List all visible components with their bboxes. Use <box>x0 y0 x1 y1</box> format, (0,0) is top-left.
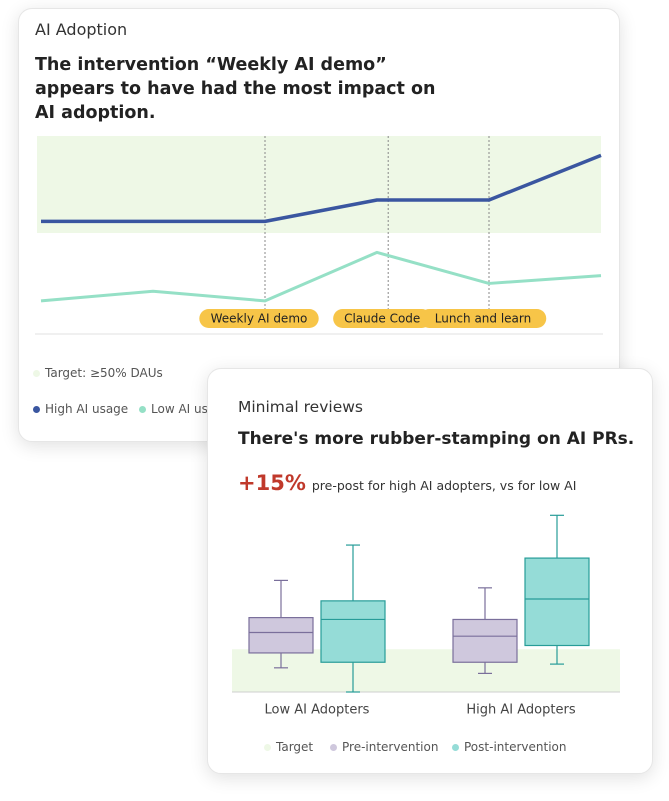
annotation-pill <box>333 309 432 328</box>
legend-item: Pre-intervention <box>330 740 438 754</box>
legend-item: Target <box>264 740 313 754</box>
annotation-pill <box>199 309 319 328</box>
legend-item: Post-intervention <box>452 740 566 754</box>
legend-item: High AI usage <box>33 402 128 416</box>
legend-swatch <box>33 369 40 377</box>
line-chart: Weekly AI demo Claude Code Lunch and learn <box>35 136 603 335</box>
annotation-pill <box>419 309 547 328</box>
box <box>320 600 386 663</box>
legend-label: Post-intervention <box>464 740 567 754</box>
series-line <box>40 250 602 303</box>
box <box>248 617 314 654</box>
legend-label: Target <box>276 740 314 754</box>
x-tick-label: High AI Adopters <box>466 703 575 718</box>
target-band <box>37 136 601 233</box>
legend-swatch <box>33 405 40 413</box>
legend-swatch <box>264 743 271 751</box>
card-title: Minimal reviews <box>238 398 363 416</box>
adoption-card: AI Adoption The intervention “Weekly AI … <box>18 8 620 442</box>
headline: The intervention “Weekly AI demo” appear… <box>35 55 436 123</box>
box-chart: Low AI Adopters High AI Adopters <box>232 514 620 718</box>
card-title: AI Adoption <box>35 20 128 39</box>
headline: There's more rubber-stamping on AI PRs. <box>238 429 635 449</box>
annotation-label: Claude Code <box>344 312 420 326</box>
legend-item: Target: ≥50% DAUs <box>33 366 163 380</box>
legend-label: Pre-intervention <box>342 740 439 754</box>
annotation-label: Lunch and learn <box>435 312 532 326</box>
annotation-label: Weekly AI demo <box>211 312 308 326</box>
target-band <box>232 649 620 692</box>
callout-text: pre-post for high AI adopters, vs for lo… <box>311 478 577 493</box>
box <box>524 557 590 647</box>
reviews-card: Minimal reviews There's more rubber-stam… <box>207 368 653 774</box>
legend-swatch <box>139 405 146 413</box>
series-line <box>41 153 602 224</box>
callout: +15% pre-post for high AI adopters, vs f… <box>238 471 576 495</box>
x-tick-label: Low AI Adopters <box>265 703 370 718</box>
callout-value: +15% <box>238 471 306 495</box>
legend-label: High AI usage <box>45 402 129 416</box>
legend-swatch <box>452 743 459 751</box>
box <box>452 618 518 663</box>
legend-label: Target: ≥50% DAUs <box>45 366 163 380</box>
legend-swatch <box>330 743 337 751</box>
